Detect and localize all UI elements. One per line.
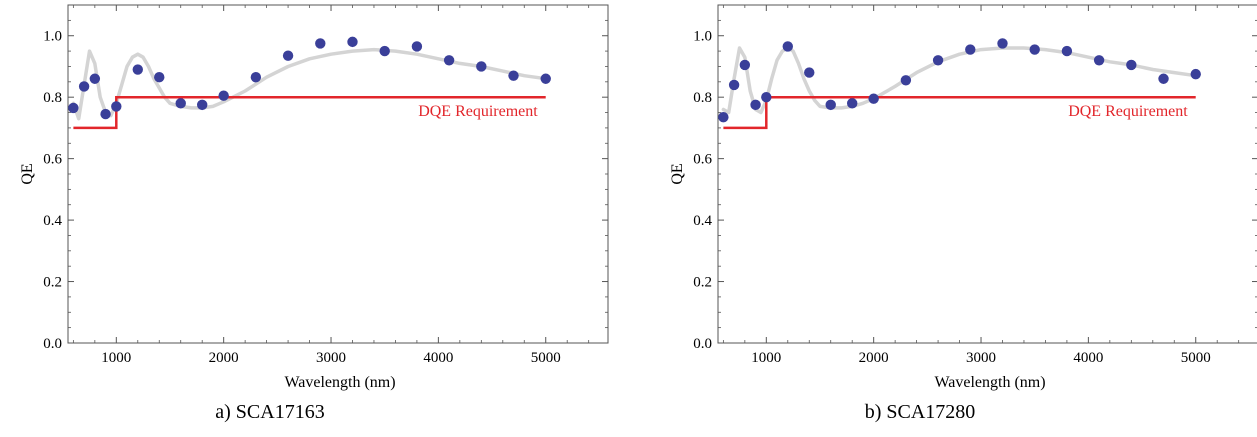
x-tick-label: 4000 bbox=[1073, 350, 1103, 366]
dqe-requirement-label: DQE Requirement bbox=[418, 103, 538, 120]
x-axis-label: Wavelength (nm) bbox=[934, 374, 1045, 391]
y-tick-label: 0.8 bbox=[693, 90, 712, 106]
chart-caption: b) SCA17280 bbox=[864, 401, 976, 423]
qe-data-point bbox=[761, 91, 772, 103]
y-tick-label: 0.4 bbox=[693, 213, 712, 229]
qe-data-point bbox=[868, 93, 879, 104]
y-tick-label: 0.0 bbox=[43, 336, 62, 352]
y-tick-label: 1.0 bbox=[43, 29, 62, 45]
qe-data-point bbox=[718, 111, 729, 123]
qe-data-point bbox=[1126, 59, 1137, 71]
dqe-requirement-line bbox=[723, 95, 1196, 130]
y-axis-label: QE bbox=[19, 163, 36, 184]
qe-chart-b: 1000 2000 3000 4000 5000 0.0 0.2 0.4 0.6 0.8 1.0 Wa… bbox=[669, 4, 1257, 391]
plot-frame bbox=[67, 4, 609, 344]
x-tick-label: 1000 bbox=[101, 350, 131, 366]
qe-data-point bbox=[1093, 55, 1105, 66]
qe-data-point bbox=[900, 75, 912, 86]
qe-data-point bbox=[1029, 44, 1040, 55]
x-axis-label: Wavelength (nm) bbox=[284, 374, 395, 391]
qe-data-point bbox=[782, 41, 793, 52]
qe-data-point bbox=[132, 64, 143, 75]
qe-data-point bbox=[68, 102, 79, 114]
qe-data-point bbox=[282, 50, 294, 61]
y-tick-label: 0.0 bbox=[693, 336, 712, 352]
qe-data-point bbox=[443, 55, 455, 66]
chart-panel-a: 1000 2000 3000 4000 5000 0.0 0.2 0.4 0.6 0.8 1.0 Wa… bbox=[0, 0, 620, 437]
y-tick-label: 0.6 bbox=[43, 152, 62, 168]
y-tick-label: 0.4 bbox=[43, 213, 62, 229]
qe-data-point bbox=[965, 44, 976, 55]
qe-data-point bbox=[250, 72, 262, 83]
qe-data-point bbox=[1190, 68, 1201, 80]
qe-data-point bbox=[347, 36, 358, 48]
plot-frame bbox=[717, 4, 1257, 344]
minor-ticks bbox=[718, 5, 1257, 343]
x-tick-label: 3000 bbox=[316, 350, 346, 366]
qe-data-point bbox=[315, 38, 326, 49]
y-tick-label: 0.2 bbox=[43, 275, 62, 291]
qe-data-point bbox=[540, 73, 551, 84]
minor-ticks bbox=[68, 5, 608, 343]
qe-data-point bbox=[100, 108, 111, 120]
qe-data-point bbox=[1158, 73, 1169, 84]
qe-data-point bbox=[411, 41, 423, 52]
qe-data-point bbox=[379, 45, 390, 57]
qe-data-point bbox=[825, 99, 836, 111]
x-tick-label: 1000 bbox=[751, 350, 781, 366]
y-tick-label: 0.6 bbox=[693, 152, 712, 168]
chart-panel-b: 1000 2000 3000 4000 5000 0.0 0.2 0.4 0.6 0.8 1.0 Wa… bbox=[650, 0, 1257, 437]
x-tick-label: 5000 bbox=[531, 350, 561, 366]
x-tick-label: 3000 bbox=[966, 350, 996, 366]
y-tick-label: 1.0 bbox=[693, 29, 712, 45]
qe-data-point bbox=[846, 98, 858, 109]
qe-data-point bbox=[111, 101, 122, 112]
qe-data-point bbox=[154, 72, 165, 83]
qe-data-point bbox=[997, 38, 1008, 49]
y-tick-label: 0.2 bbox=[693, 275, 712, 291]
y-tick-label: 0.8 bbox=[43, 90, 62, 106]
chart-caption: a) SCA17163 bbox=[215, 401, 325, 423]
qe-data-point bbox=[932, 55, 944, 66]
x-tick-label: 2000 bbox=[209, 350, 239, 366]
qe-data-point bbox=[1061, 45, 1073, 57]
dqe-requirement-line bbox=[73, 95, 546, 130]
qe-data-point bbox=[476, 61, 487, 72]
qe-data-point bbox=[175, 98, 186, 109]
qe-data-point bbox=[739, 59, 751, 71]
x-tick-label: 5000 bbox=[1181, 350, 1211, 366]
qe-data-point bbox=[89, 73, 101, 84]
qe-data-point bbox=[804, 67, 815, 78]
x-tick-label: 4000 bbox=[423, 350, 453, 366]
qe-data-point bbox=[78, 81, 90, 92]
qe-data-point bbox=[728, 79, 740, 91]
x-tick-label: 2000 bbox=[859, 350, 889, 366]
qe-data-point bbox=[750, 99, 761, 111]
qe-data-point bbox=[218, 90, 229, 101]
qe-chart-a: 1000 2000 3000 4000 5000 0.0 0.2 0.4 0.6 0.8 1.0 Wa… bbox=[19, 4, 609, 391]
qe-data-point bbox=[196, 99, 208, 111]
dqe-requirement-label: DQE Requirement bbox=[1068, 103, 1188, 120]
qe-data-point bbox=[508, 70, 519, 81]
y-axis-label: QE bbox=[669, 163, 686, 184]
